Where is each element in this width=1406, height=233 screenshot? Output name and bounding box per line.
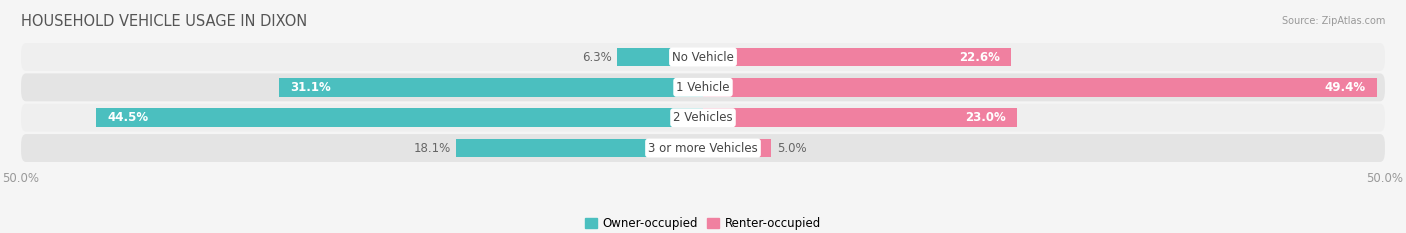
Text: 49.4%: 49.4% [1324, 81, 1365, 94]
Legend: Owner-occupied, Renter-occupied: Owner-occupied, Renter-occupied [585, 217, 821, 230]
Text: 1 Vehicle: 1 Vehicle [676, 81, 730, 94]
Bar [703, 48, 1011, 66]
Text: 5.0%: 5.0% [776, 141, 806, 154]
Bar [617, 48, 703, 66]
Text: 22.6%: 22.6% [959, 51, 1000, 64]
Text: 2 Vehicles: 2 Vehicles [673, 111, 733, 124]
Bar [703, 108, 1017, 127]
Text: Source: ZipAtlas.com: Source: ZipAtlas.com [1281, 16, 1385, 26]
FancyBboxPatch shape [21, 43, 1385, 71]
Bar [703, 139, 772, 158]
Bar [703, 78, 1376, 97]
Text: 44.5%: 44.5% [107, 111, 148, 124]
Bar [96, 108, 703, 127]
Text: 18.1%: 18.1% [413, 141, 451, 154]
FancyBboxPatch shape [21, 104, 1385, 132]
FancyBboxPatch shape [21, 73, 1385, 101]
Text: 31.1%: 31.1% [290, 81, 330, 94]
Text: HOUSEHOLD VEHICLE USAGE IN DIXON: HOUSEHOLD VEHICLE USAGE IN DIXON [21, 14, 308, 29]
Bar [278, 78, 703, 97]
Text: 23.0%: 23.0% [965, 111, 1005, 124]
Text: 6.3%: 6.3% [582, 51, 612, 64]
Text: No Vehicle: No Vehicle [672, 51, 734, 64]
Text: 3 or more Vehicles: 3 or more Vehicles [648, 141, 758, 154]
FancyBboxPatch shape [21, 134, 1385, 162]
Bar [456, 139, 703, 158]
